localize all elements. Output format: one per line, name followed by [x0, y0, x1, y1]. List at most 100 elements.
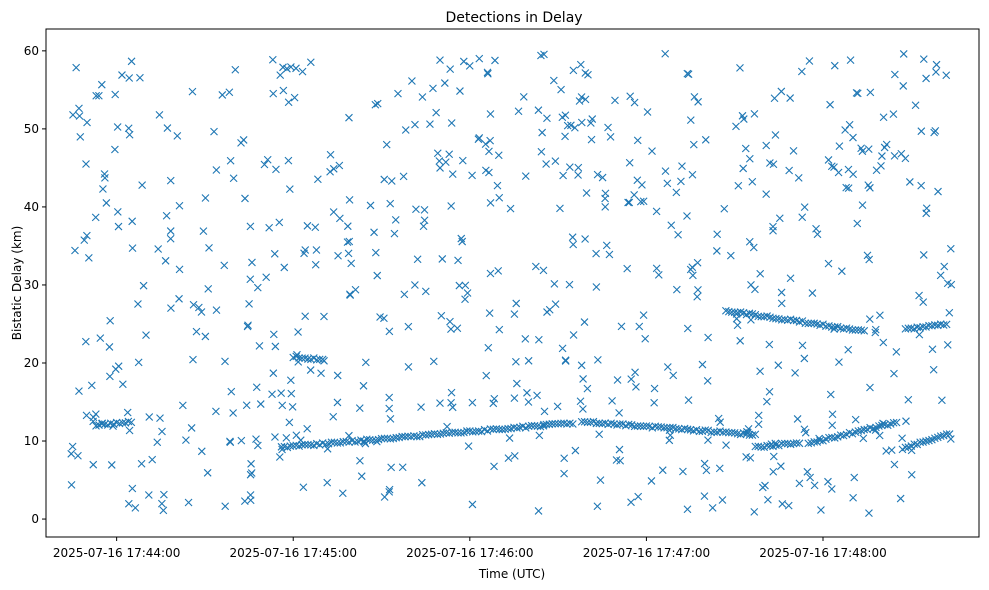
data-point — [919, 322, 927, 331]
data-point — [701, 135, 710, 144]
data-point — [429, 84, 437, 93]
data-point — [67, 480, 76, 489]
y-tick-label: 40 — [24, 200, 39, 214]
data-point — [333, 371, 342, 380]
data-point — [613, 376, 622, 384]
x-tick-label: 2025-07-16 17:48:00 — [759, 546, 886, 560]
data-point — [631, 368, 639, 377]
data-point — [523, 388, 531, 397]
data-point — [87, 381, 96, 390]
data-point — [421, 287, 430, 296]
data-point — [301, 440, 309, 449]
data-point — [596, 476, 605, 485]
data-point — [504, 424, 512, 433]
data-point — [574, 171, 582, 179]
data-point — [871, 328, 880, 337]
data-point — [436, 399, 444, 408]
data-point — [67, 449, 76, 458]
data-point — [917, 181, 926, 190]
data-point — [574, 163, 583, 172]
data-point — [182, 436, 190, 444]
data-point — [877, 161, 885, 170]
data-point — [630, 98, 639, 107]
data-point — [282, 433, 291, 442]
data-point — [333, 439, 342, 447]
data-point — [616, 420, 624, 429]
data-point — [716, 418, 725, 427]
data-point — [463, 289, 472, 297]
data-point — [447, 325, 455, 333]
data-point — [418, 93, 427, 101]
data-point — [828, 421, 837, 430]
data-point — [601, 203, 610, 211]
data-point — [495, 425, 504, 434]
data-point — [652, 207, 661, 216]
data-point — [457, 429, 465, 437]
data-point — [824, 259, 833, 268]
data-point — [464, 442, 473, 451]
data-point — [506, 204, 515, 213]
data-point — [345, 237, 354, 246]
data-point — [142, 331, 150, 340]
data-point — [826, 390, 835, 399]
data-point — [419, 222, 428, 231]
data-point — [212, 407, 220, 416]
data-point — [762, 190, 771, 198]
data-point — [125, 426, 134, 435]
data-point — [306, 58, 315, 67]
data-point — [370, 228, 378, 237]
data-point — [712, 247, 721, 255]
data-point — [877, 421, 886, 430]
data-point — [420, 216, 429, 225]
data-point — [751, 430, 760, 439]
data-point — [334, 251, 342, 260]
data-point — [510, 423, 518, 432]
data-point — [839, 324, 848, 333]
data-point — [295, 354, 304, 362]
data-point — [537, 51, 545, 60]
data-point — [513, 424, 521, 432]
data-point — [159, 490, 168, 499]
data-point — [624, 420, 633, 429]
data-point — [269, 369, 278, 378]
data-point — [82, 411, 91, 420]
data-point — [194, 303, 203, 312]
data-point — [335, 161, 344, 170]
data-point — [803, 467, 812, 476]
data-point — [312, 246, 321, 254]
data-point — [468, 500, 477, 509]
data-point — [80, 236, 89, 245]
data-point — [694, 97, 702, 106]
data-point — [932, 68, 940, 76]
data-point — [789, 316, 798, 325]
data-point — [560, 469, 568, 478]
data-point — [801, 319, 810, 328]
data-point — [734, 181, 743, 190]
data-point — [390, 229, 399, 238]
data-point — [400, 290, 409, 299]
data-point — [890, 151, 899, 160]
data-point — [852, 89, 861, 97]
data-point — [851, 415, 860, 424]
data-point — [118, 418, 127, 427]
data-point — [583, 384, 592, 393]
data-point — [486, 136, 495, 145]
data-point — [89, 417, 98, 426]
x-tick-label: 2025-07-16 17:46:00 — [406, 546, 533, 560]
data-point — [875, 422, 883, 430]
data-point — [795, 479, 804, 488]
data-point — [504, 454, 513, 463]
data-point — [726, 251, 735, 260]
data-point — [772, 314, 780, 323]
data-point — [540, 407, 549, 416]
data-point — [615, 445, 624, 454]
data-point — [942, 320, 951, 329]
data-point — [159, 506, 168, 515]
data-point — [201, 194, 210, 202]
data-point — [853, 219, 862, 228]
data-point — [892, 347, 901, 356]
data-point — [92, 91, 101, 100]
data-point — [643, 108, 652, 116]
data-point — [569, 331, 578, 339]
